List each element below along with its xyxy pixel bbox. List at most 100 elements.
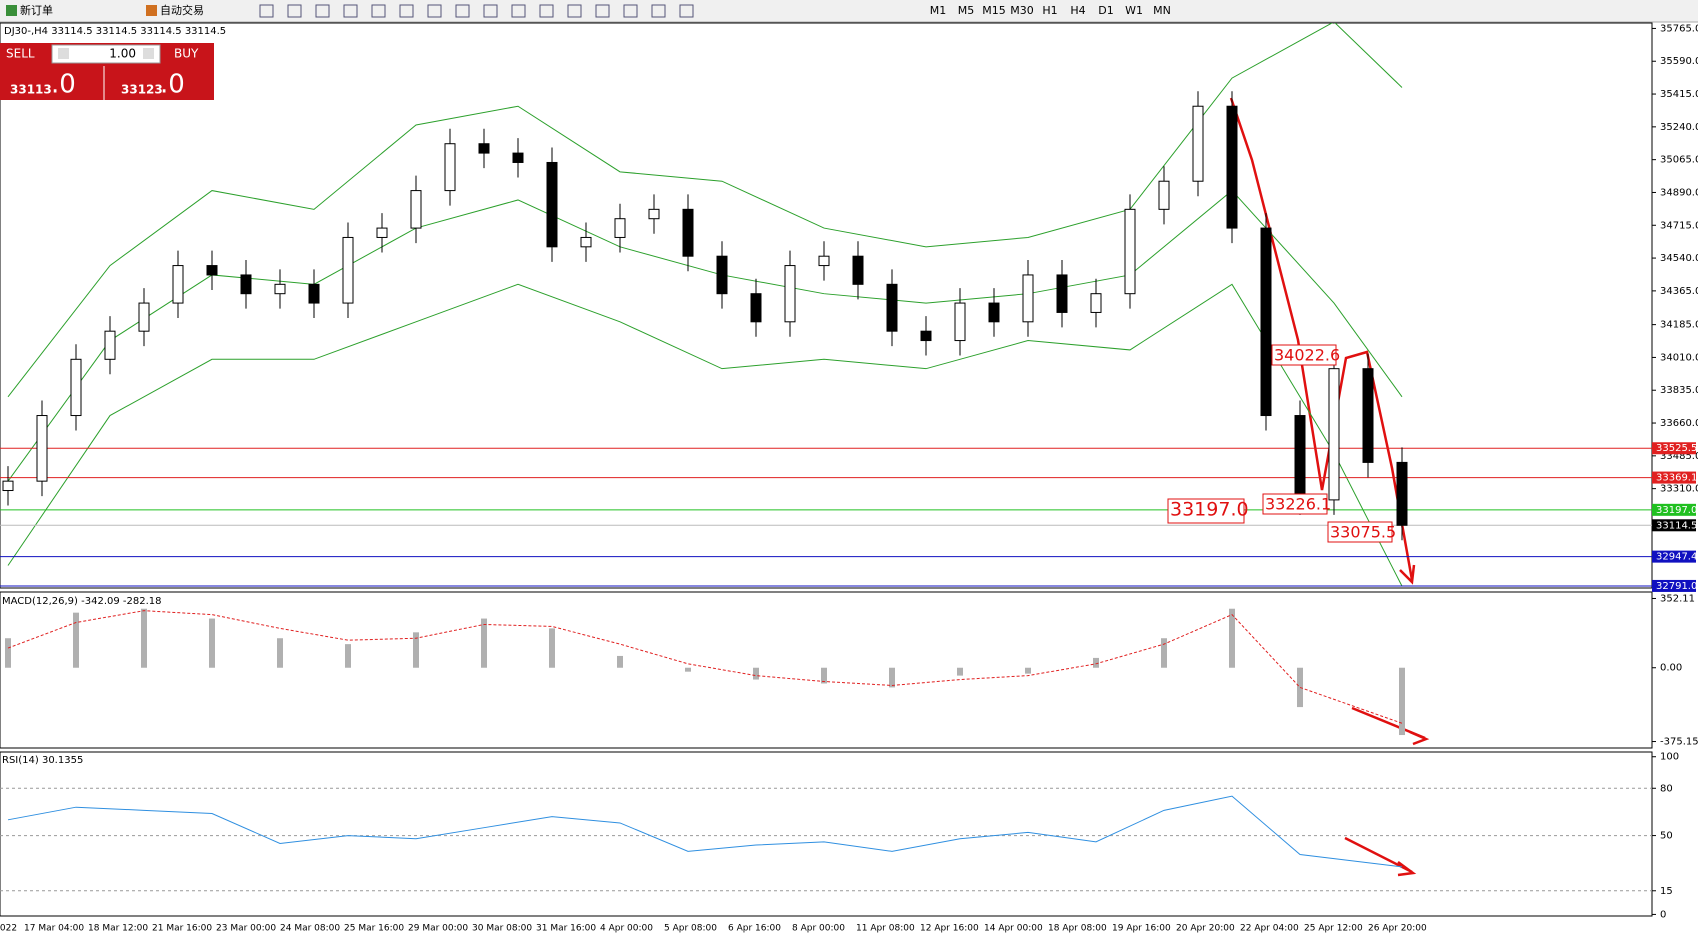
candle-body — [104, 330, 116, 360]
candle-body — [886, 283, 898, 332]
candle-body — [818, 255, 830, 267]
timeframe-button[interactable]: M15 — [982, 4, 1006, 17]
bid-price[interactable]: 33113 — [10, 83, 52, 97]
toolbar-icon — [623, 4, 638, 18]
timeframe-button[interactable]: M30 — [1010, 4, 1034, 17]
macd-bar — [141, 608, 147, 668]
buy-button[interactable]: BUY — [174, 47, 199, 61]
y-tick-label: 352.11 — [1660, 593, 1695, 604]
candle-body — [36, 415, 48, 482]
candle-body — [410, 190, 422, 229]
candle-body — [1022, 274, 1034, 323]
macd-bar — [481, 618, 487, 668]
x-tick-label: 11 Apr 08:00 — [856, 924, 915, 934]
x-tick-label: 18 Apr 08:00 — [1048, 924, 1107, 934]
candle-body — [682, 208, 694, 257]
macd-bar — [1297, 667, 1303, 708]
volume-input[interactable]: 1.00 — [109, 47, 136, 61]
toolbar-icon — [399, 4, 414, 18]
price-level-label: 33369.1 — [1656, 473, 1697, 484]
candle-body — [1396, 461, 1408, 526]
rsi-line — [7, 795, 1403, 868]
toolbar-icon — [427, 4, 442, 18]
price-level-label: 32791.0 — [1656, 581, 1697, 592]
candle-body — [1124, 208, 1136, 295]
toolbar-button[interactable]: 新订单 — [20, 3, 53, 17]
candle-body — [172, 265, 184, 304]
candle-body — [138, 302, 150, 332]
candle-body — [308, 283, 320, 304]
sell-button[interactable]: SELL — [6, 47, 35, 61]
annotation-box — [1167, 498, 1245, 524]
y-tick-label: 33660.0 — [1660, 418, 1698, 429]
x-tick-label: 30 Mar 08:00 — [472, 924, 532, 934]
x-tick-label: 19 Apr 16:00 — [1112, 924, 1171, 934]
price-level-tag — [1652, 442, 1696, 455]
macd-bar — [1229, 608, 1235, 668]
candle-body — [920, 330, 932, 342]
x-tick-label: 26 Apr 20:00 — [1368, 924, 1427, 934]
toolbar-icon — [371, 4, 386, 18]
candle-body — [70, 358, 82, 417]
bollinger-band — [7, 189, 1403, 482]
candle-body — [274, 283, 286, 295]
price-level-tag — [1652, 579, 1696, 592]
toolbar-icon — [455, 4, 470, 18]
timeframe-button[interactable]: D1 — [1098, 4, 1113, 17]
macd-bar — [549, 628, 555, 668]
x-tick-label: 29 Mar 00:00 — [408, 924, 468, 934]
annotation-box — [1327, 521, 1393, 543]
candle-body — [750, 293, 762, 323]
timeframe-button[interactable]: H1 — [1042, 4, 1057, 17]
timeframe-button[interactable]: M5 — [958, 4, 975, 17]
trade-panel: SELL 1.00 BUY 33113 .0 33123 .0 — [0, 43, 214, 100]
macd-bar — [617, 655, 623, 668]
candle-body — [1090, 293, 1102, 313]
timeframe-button[interactable]: MN — [1153, 4, 1171, 17]
macd-bar — [685, 667, 691, 672]
toolbar-icon — [679, 4, 694, 18]
price-level-label: 33525.5 — [1656, 443, 1697, 454]
y-tick-label: 100 — [1660, 752, 1679, 763]
ask-price[interactable]: 33123 — [121, 83, 163, 97]
candle-body — [784, 265, 796, 323]
macd-panel — [0, 591, 1653, 749]
macd-signal — [7, 610, 1403, 724]
price-level-tag — [1652, 471, 1696, 484]
candle-body — [1056, 274, 1068, 313]
y-tick-label: 34890.0 — [1660, 187, 1698, 198]
x-tick-label: 18 Mar 12:00 — [88, 924, 148, 934]
timeframe-button[interactable]: H4 — [1070, 4, 1085, 17]
price-level-label: 33197.0 — [1656, 505, 1697, 516]
y-tick-label: 0.00 — [1660, 663, 1682, 674]
timeframe-button[interactable]: M1 — [930, 4, 947, 17]
x-tick-label: 25 Apr 12:00 — [1304, 924, 1363, 934]
y-tick-label: 34540.0 — [1660, 253, 1698, 264]
x-tick-label: 31 Mar 16:00 — [536, 924, 596, 934]
macd-bar — [413, 632, 419, 668]
price-level-label: 33114.5 — [1656, 520, 1697, 531]
indicator-title: MACD(12,26,9) -342.09 -282.18 — [2, 596, 162, 607]
annotation: 33226.1 — [1265, 495, 1331, 514]
y-tick-label: 0 — [1660, 909, 1666, 920]
main-panel — [0, 22, 1653, 589]
toolbar-button[interactable]: 自动交易 — [160, 3, 204, 17]
candle-body — [546, 161, 558, 248]
ask-fraction[interactable]: .0 — [160, 70, 185, 100]
y-tick-label: 35065.0 — [1660, 155, 1698, 166]
y-tick-label: 33310.0 — [1660, 484, 1698, 495]
annotation-box — [1262, 493, 1328, 515]
candle-body — [206, 265, 218, 276]
macd-bar — [821, 667, 827, 684]
price-level-tag — [1652, 503, 1696, 516]
bollinger-band — [7, 23, 1403, 398]
annotation-box — [1271, 344, 1337, 366]
candle-body — [376, 227, 388, 238]
x-tick-label: 16 Mar 2022 — [0, 924, 17, 934]
bid-fraction[interactable]: .0 — [51, 70, 76, 100]
candle-body — [852, 255, 864, 285]
x-tick-label: 20 Apr 20:00 — [1176, 924, 1235, 934]
candle-body — [240, 274, 252, 295]
timeframe-button[interactable]: W1 — [1125, 4, 1143, 17]
macd-bar — [889, 667, 895, 688]
